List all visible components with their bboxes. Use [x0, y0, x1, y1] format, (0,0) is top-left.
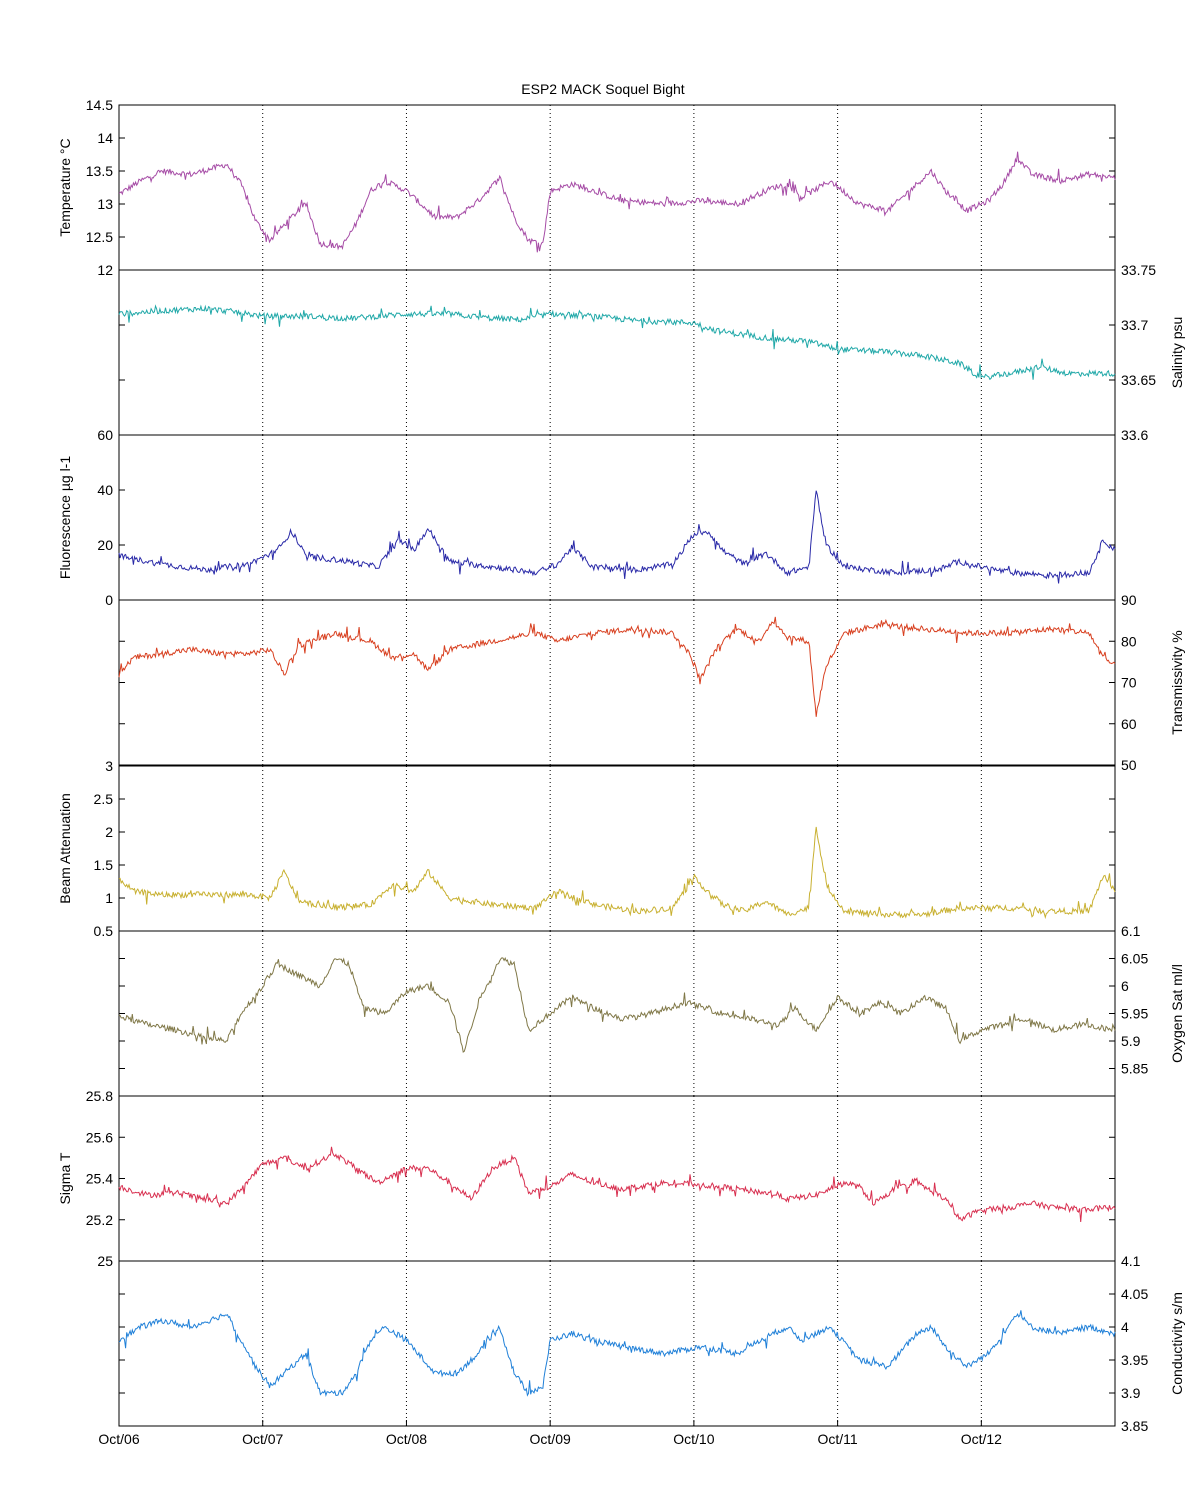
y-tick-label-temperature: 13 — [97, 196, 113, 212]
panel-frame-conductivity — [118, 1260, 1116, 1427]
y-tick-label-temperature: 14.5 — [86, 97, 113, 113]
y-tick-label-conductivity: 3.9 — [1121, 1385, 1141, 1401]
series-line-salinity — [118, 304, 1116, 381]
y-tick-label-beam-attenuation: 2 — [105, 824, 113, 840]
y-tick-label-transmissivity: 90 — [1121, 592, 1137, 608]
y-tick-label-beam-attenuation: 1.5 — [94, 857, 114, 873]
y-tick-label-temperature: 12 — [97, 262, 113, 278]
panel-frame-fluorescence — [118, 434, 1116, 601]
y-tick-label-salinity: 33.6 — [1121, 427, 1148, 443]
y-tick-label-beam-attenuation: 1 — [105, 890, 113, 906]
y-tick-label-transmissivity: 70 — [1121, 675, 1137, 691]
x-tick-label: Oct/08 — [386, 1431, 427, 1447]
panel-frame-oxygen — [118, 930, 1116, 1097]
panel-frame-temperature — [118, 104, 1116, 271]
x-tick-label: Oct/10 — [673, 1431, 714, 1447]
y-tick-label-transmissivity: 50 — [1121, 757, 1137, 773]
y-tick-label-salinity: 33.75 — [1121, 262, 1156, 278]
y-tick-label-oxygen: 6 — [1121, 978, 1129, 994]
panel-frame-sigma-t — [118, 1095, 1116, 1262]
panel-frame-transmissivity — [118, 599, 1116, 766]
y-tick-label-salinity: 33.7 — [1121, 317, 1148, 333]
panel-frame-beam-attenuation — [118, 765, 1116, 932]
ylabel-beam-attenuation: Beam Attenuation — [57, 793, 73, 904]
x-tick-label: Oct/07 — [242, 1431, 283, 1447]
y-tick-label-fluorescence: 60 — [97, 427, 113, 443]
y-tick-label-sigma-t: 25.4 — [86, 1171, 113, 1187]
y-tick-label-conductivity: 3.95 — [1121, 1352, 1148, 1368]
x-tick-label: Oct/11 — [818, 1431, 858, 1447]
series-line-fluorescence — [118, 490, 1116, 584]
ylabel-temperature: Temperature °C — [57, 138, 73, 236]
ylabel-salinity: Salinity psu — [1169, 317, 1185, 389]
series-line-temperature — [118, 151, 1116, 253]
ylabel-conductivity: Conductivity s/m — [1169, 1292, 1185, 1395]
y-tick-label-temperature: 12.5 — [86, 229, 113, 245]
y-tick-label-oxygen: 6.05 — [1121, 951, 1148, 967]
y-tick-label-conductivity: 4 — [1121, 1319, 1129, 1335]
y-tick-label-sigma-t: 25 — [97, 1253, 113, 1269]
y-tick-label-salinity: 33.65 — [1121, 372, 1156, 388]
series-line-sigma-t — [118, 1146, 1116, 1223]
y-tick-label-conductivity: 3.85 — [1121, 1418, 1148, 1434]
y-tick-label-transmissivity: 80 — [1121, 633, 1137, 649]
y-tick-label-beam-attenuation: 3 — [105, 758, 113, 774]
y-tick-label-transmissivity: 60 — [1121, 716, 1137, 732]
x-tick-label: Oct/09 — [530, 1431, 571, 1447]
y-tick-label-sigma-t: 25.6 — [86, 1129, 113, 1145]
y-tick-label-beam-attenuation: 2.5 — [94, 791, 114, 807]
series-line-oxygen — [118, 956, 1116, 1053]
y-tick-label-oxygen: 5.95 — [1121, 1006, 1148, 1022]
x-tick-label: Oct/06 — [98, 1431, 139, 1447]
series-line-transmissivity — [118, 616, 1116, 717]
y-tick-label-conductivity: 4.05 — [1121, 1286, 1148, 1302]
y-tick-label-temperature: 13.5 — [86, 163, 113, 179]
y-tick-label-oxygen: 5.85 — [1121, 1061, 1148, 1077]
ylabel-fluorescence: Fluorescence µg l-1 — [57, 456, 73, 579]
ylabel-oxygen: Oxygen Sat ml/l — [1169, 964, 1185, 1063]
y-tick-label-sigma-t: 25.2 — [86, 1212, 113, 1228]
ylabel-sigma-t: Sigma T — [57, 1152, 73, 1204]
ylabel-transmissivity: Transmissivity % — [1169, 630, 1185, 735]
y-tick-label-sigma-t: 25.8 — [86, 1088, 113, 1104]
y-tick-label-fluorescence: 20 — [97, 537, 113, 553]
series-line-conductivity — [118, 1310, 1116, 1397]
chart-title: ESP2 MACK Soquel Bight — [521, 81, 685, 97]
y-tick-label-fluorescence: 0 — [105, 592, 113, 608]
series-line-beam-attenuation — [118, 826, 1116, 920]
x-tick-label: Oct/12 — [961, 1431, 1002, 1447]
y-tick-label-oxygen: 6.1 — [1121, 923, 1141, 939]
y-tick-label-beam-attenuation: 0.5 — [94, 923, 114, 939]
y-tick-label-temperature: 14 — [97, 130, 113, 146]
y-tick-label-oxygen: 5.9 — [1121, 1033, 1141, 1049]
panel-frame-salinity — [118, 269, 1116, 436]
y-tick-label-conductivity: 4.1 — [1121, 1253, 1141, 1269]
y-tick-label-fluorescence: 40 — [97, 482, 113, 498]
